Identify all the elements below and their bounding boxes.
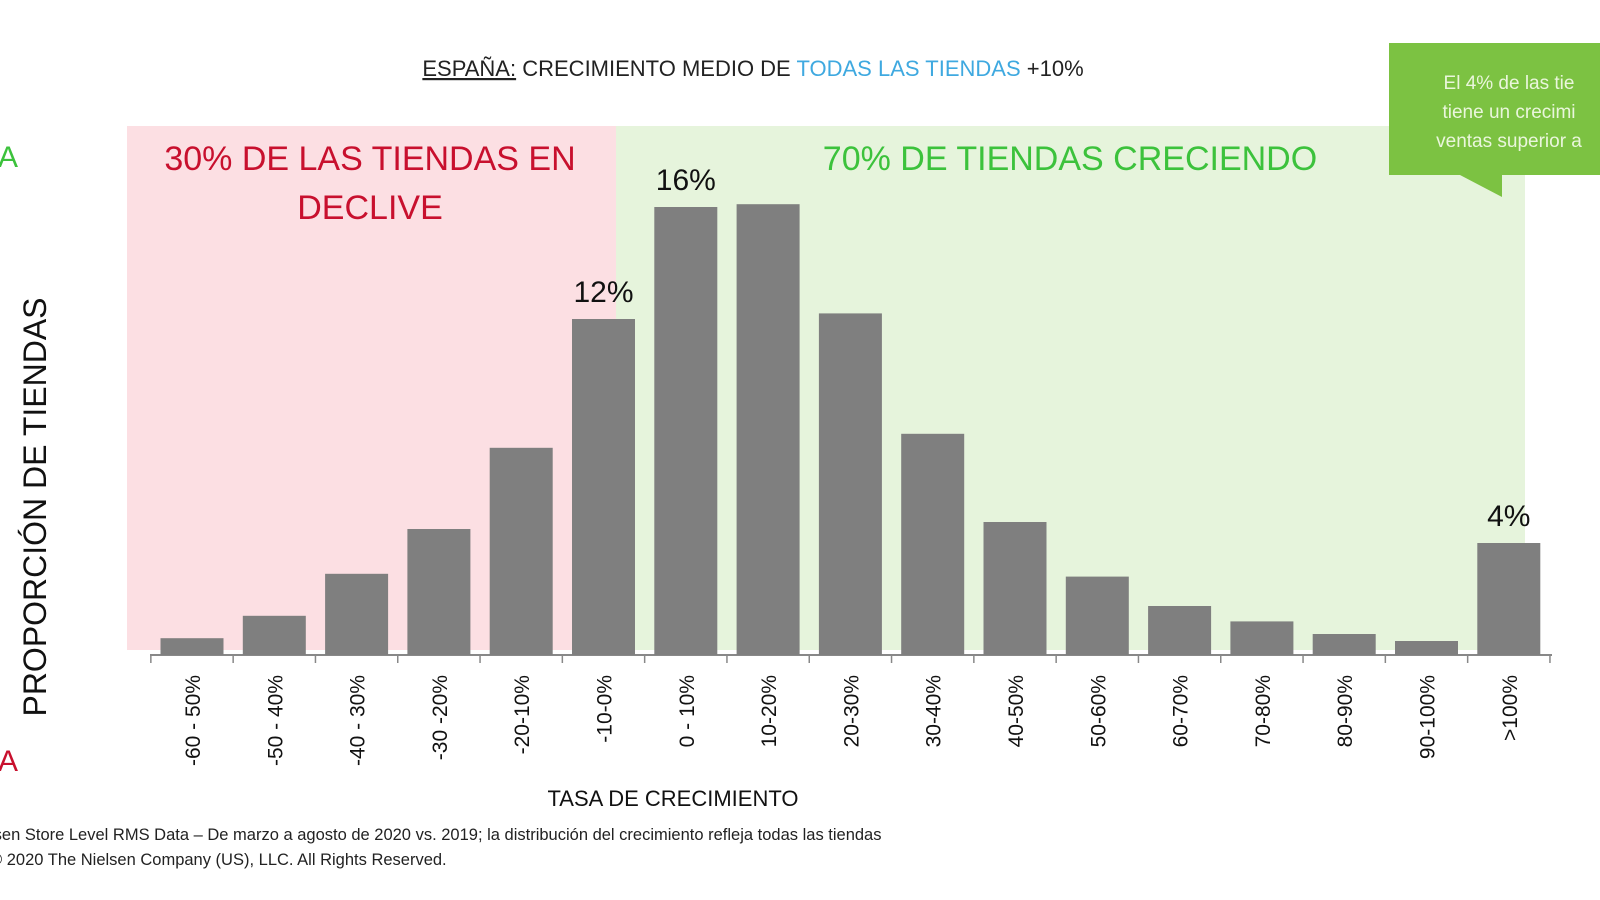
bar [736,204,800,655]
footer-copyright: © 2020 The Nielsen Company (US), LLC. Al… [0,851,447,869]
y-axis-label: PROPORCIÓN DE TIENDAS [17,297,53,716]
x-tick-label: >100% [1499,675,1522,741]
callout-line: ventas superior a [1436,131,1582,152]
x-tick-label: -50 - 40% [264,675,287,766]
x-tick-label: 90-100% [1417,675,1440,759]
bar [654,207,718,655]
bar [1148,606,1212,655]
x-tick-label: -10-0% [594,675,617,743]
x-tick-label: -40 - 30% [347,675,370,766]
x-tick-label: 80-90% [1334,675,1357,747]
x-tick-label: 70-80% [1252,675,1275,747]
bar [1395,641,1458,655]
left-edge-top-label: A [0,141,18,174]
callout-box: El 4% de las tie tiene un crecimi ventas… [1389,43,1600,175]
x-tick-label: 0 - 10% [676,675,699,747]
growth-label: 70% DE TIENDAS CRECIENDO [823,140,1317,178]
x-tick-label: 20-30% [840,675,863,747]
bar [572,319,635,655]
callout-line: tiene un crecimi [1442,102,1576,123]
bar [407,529,471,655]
x-tick-label: 10-20% [758,675,781,747]
x-tick-label: 40-50% [1005,675,1028,747]
bar [983,522,1047,655]
bar [901,433,965,655]
chart-title: ESPAÑA: CRECIMIENTO MEDIO DE TODAS LAS T… [422,56,1083,81]
x-tick-label: -60 - 50% [182,675,205,766]
bar [489,447,553,655]
x-tick-label: -30 -20% [429,675,452,760]
bar [818,313,882,655]
x-tick-label: 50-60% [1087,675,1110,747]
left-edge-bottom-label: A [0,745,18,778]
callout-tail [1460,175,1502,197]
data-label: 16% [656,164,716,197]
bar [1230,621,1294,655]
callout-line: El 4% de las tie [1443,73,1575,94]
x-tick-label: 30-40% [923,675,946,747]
decline-label-1: 30% DE LAS TIENDAS EN [164,140,575,178]
data-label: 4% [1487,500,1530,533]
bar [242,615,306,655]
data-label: 12% [573,276,633,309]
bar [1312,634,1376,655]
decline-label-2: DECLIVE [297,189,443,227]
bar [160,638,224,655]
x-tick-label: 60-70% [1170,675,1193,747]
footer-source: lsen Store Level RMS Data – De marzo a a… [0,826,882,844]
x-tick-label: -20-10% [511,675,534,754]
bar [1477,543,1541,655]
bar [1065,576,1129,655]
x-axis-label: TASA DE CRECIMIENTO [547,786,798,811]
bar [325,573,389,655]
